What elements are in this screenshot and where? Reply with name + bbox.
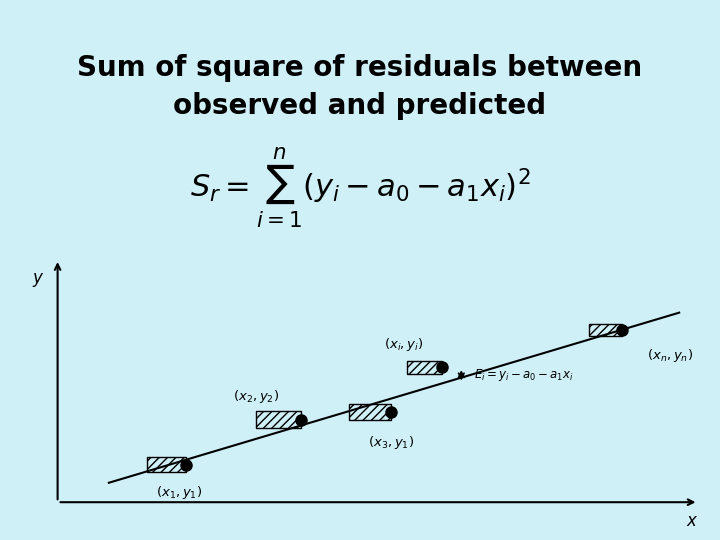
Text: $(x_i, y_i)$: $(x_i, y_i)$: [384, 336, 423, 353]
Text: $S_r = \sum_{i=1}^{n}\left(y_i - a_0 - a_1 x_i\right)^2$: $S_r = \sum_{i=1}^{n}\left(y_i - a_0 - a…: [190, 146, 530, 231]
Text: $(x_1, y_1)$: $(x_1, y_1)$: [156, 484, 202, 501]
Text: $(x_2, y_2)$: $(x_2, y_2)$: [233, 388, 279, 405]
Text: observed and predicted: observed and predicted: [174, 92, 546, 120]
Text: $(x_n, y_n)$: $(x_n, y_n)$: [647, 347, 693, 363]
Text: Sum of square of residuals between: Sum of square of residuals between: [78, 54, 642, 82]
Text: $E_i = y_i - a_0 - a_1 x_i$: $E_i = y_i - a_0 - a_1 x_i$: [474, 367, 574, 383]
Text: $y$: $y$: [32, 271, 45, 289]
Text: $(x_3, y_1)$: $(x_3, y_1)$: [368, 434, 414, 451]
Text: $x$: $x$: [685, 512, 698, 530]
